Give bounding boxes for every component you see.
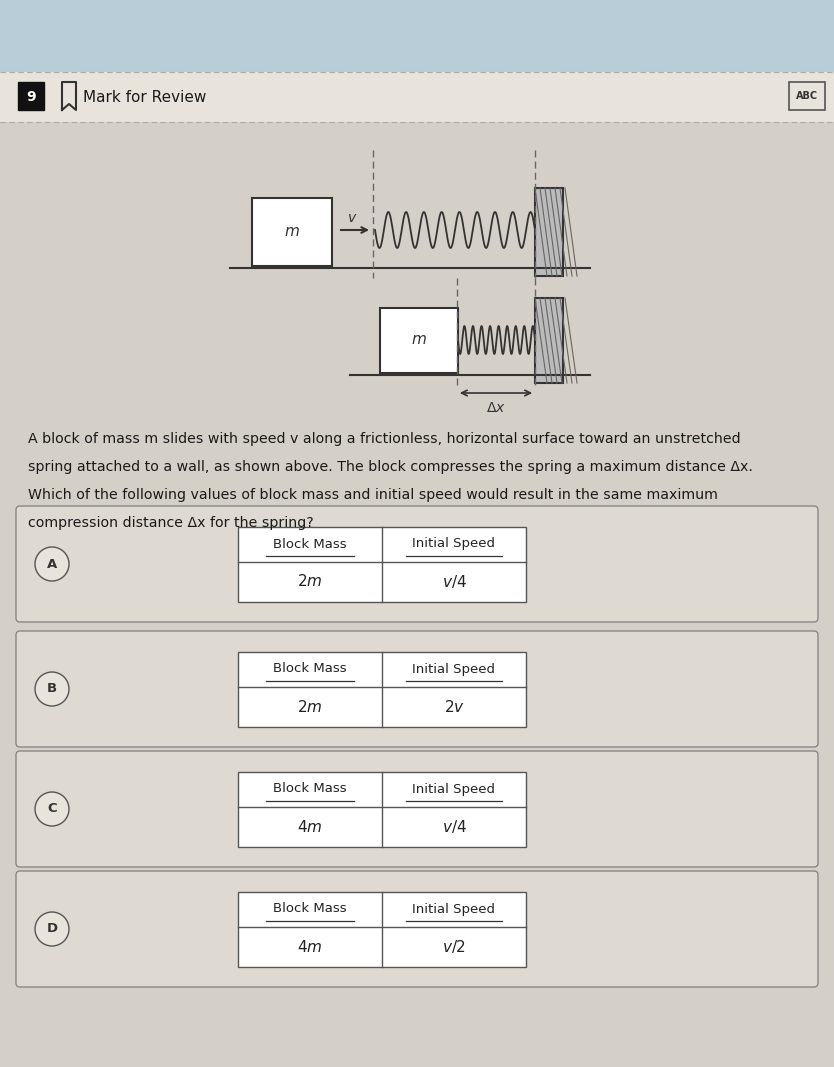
- Text: compression distance Δx for the spring?: compression distance Δx for the spring?: [28, 516, 314, 530]
- Text: $4m$: $4m$: [297, 939, 323, 955]
- Text: Block Mass: Block Mass: [274, 903, 347, 915]
- Bar: [18, 82, 44, 110]
- Bar: [0, 0, 834, 71]
- Bar: [238, 771, 526, 846]
- Bar: [238, 652, 526, 727]
- Text: Initial Speed: Initial Speed: [413, 663, 495, 675]
- Text: spring attached to a wall, as shown above. The block compresses the spring a max: spring attached to a wall, as shown abov…: [28, 460, 753, 474]
- Text: $v/4$: $v/4$: [441, 573, 466, 590]
- Bar: [252, 198, 332, 266]
- Text: $m$: $m$: [411, 333, 427, 348]
- Text: $v$: $v$: [347, 211, 357, 225]
- Text: ABC: ABC: [796, 91, 818, 101]
- FancyBboxPatch shape: [16, 751, 818, 867]
- Text: Initial Speed: Initial Speed: [413, 538, 495, 551]
- Text: $v/4$: $v/4$: [441, 818, 466, 835]
- Text: 9: 9: [26, 90, 36, 103]
- Circle shape: [35, 912, 69, 946]
- Text: A block of mass m slides with speed v along a frictionless, horizontal surface t: A block of mass m slides with speed v al…: [28, 432, 741, 446]
- Text: $m$: $m$: [284, 224, 300, 239]
- Text: $2m$: $2m$: [298, 573, 323, 589]
- Bar: [535, 298, 563, 383]
- Text: $2m$: $2m$: [298, 699, 323, 715]
- Text: Block Mass: Block Mass: [274, 538, 347, 551]
- Text: Initial Speed: Initial Speed: [413, 903, 495, 915]
- Text: Mark for Review: Mark for Review: [83, 90, 206, 105]
- Text: A: A: [47, 557, 57, 571]
- Text: Initial Speed: Initial Speed: [413, 782, 495, 796]
- Circle shape: [35, 792, 69, 826]
- FancyBboxPatch shape: [16, 631, 818, 747]
- Text: $\Delta x$: $\Delta x$: [486, 401, 506, 415]
- Bar: [238, 892, 526, 967]
- Text: B: B: [47, 683, 57, 696]
- Text: Which of the following values of block mass and initial speed would result in th: Which of the following values of block m…: [28, 488, 718, 501]
- Text: $v/2$: $v/2$: [442, 938, 466, 955]
- Text: $4m$: $4m$: [297, 818, 323, 834]
- Text: Block Mass: Block Mass: [274, 782, 347, 796]
- Bar: [238, 526, 526, 602]
- Circle shape: [35, 547, 69, 582]
- Text: Block Mass: Block Mass: [274, 663, 347, 675]
- Circle shape: [35, 672, 69, 706]
- FancyBboxPatch shape: [16, 506, 818, 622]
- Bar: [0, 71, 834, 122]
- Bar: [535, 188, 563, 276]
- Text: D: D: [47, 923, 58, 936]
- FancyBboxPatch shape: [16, 871, 818, 987]
- Text: C: C: [48, 802, 57, 815]
- Bar: [380, 308, 458, 373]
- Text: $2v$: $2v$: [444, 699, 465, 715]
- Bar: [789, 82, 825, 110]
